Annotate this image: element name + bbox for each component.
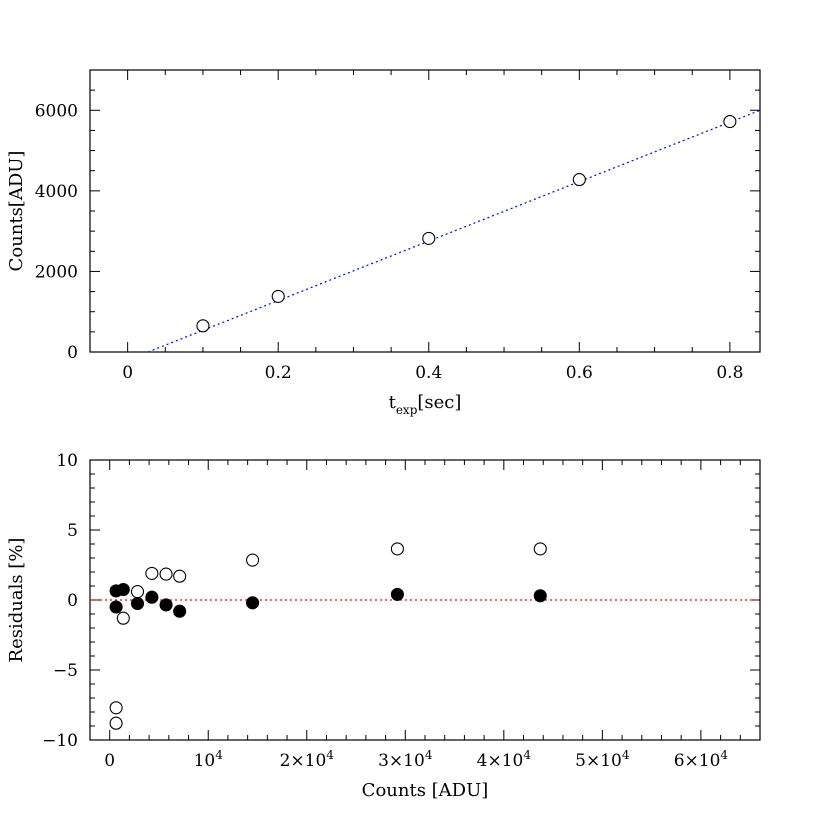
bottom-panel: 0 104 2×104 3×104 4×104 5×104 6×104 −10 −5 0 5 10 Co… [6, 451, 761, 801]
x-tick-label: 0.6 [566, 363, 593, 383]
data-point-filled [390, 587, 404, 601]
fit-line [147, 109, 760, 352]
data-point-open [723, 115, 737, 129]
data-point-open [246, 553, 260, 567]
plot-frame [89, 69, 761, 353]
y-tick-label: −10 [42, 731, 78, 751]
x-tick-label: 104 [194, 748, 224, 771]
data-point-open [109, 716, 123, 730]
data-point-open [196, 319, 210, 333]
y-tick-label: 10 [56, 451, 78, 471]
data-point-open [390, 542, 404, 556]
data-point-filled [109, 600, 123, 614]
x-tick-label: 2×104 [280, 748, 335, 771]
x-tick-label: 0 [122, 363, 133, 383]
data-point-filled [116, 582, 130, 597]
data-point-open [159, 567, 173, 581]
y-tick-label: 0 [67, 343, 78, 363]
data-point-filled [533, 589, 547, 603]
data-point-filled [173, 604, 187, 618]
x-tick-label: 0.4 [415, 363, 442, 383]
x-axis-label: texp[sec] [389, 392, 462, 417]
plot-area [90, 542, 760, 730]
data-point-filled [246, 596, 260, 610]
y-axis-label: Residuals [%] [6, 538, 27, 663]
data-point-open [173, 569, 187, 583]
y-tick-label: 0 [67, 591, 78, 611]
plot-area [147, 109, 760, 352]
x-tick-label: 0.2 [265, 363, 292, 383]
x-tick-label: 3×104 [378, 748, 433, 771]
y-tick-label: 5 [67, 521, 78, 541]
y-tick-label: 4000 [35, 182, 78, 202]
x-tick-label: 6×104 [674, 748, 729, 771]
y-tick-label: 6000 [35, 101, 78, 121]
data-point-open [422, 231, 436, 245]
data-point-open [572, 173, 586, 187]
data-point-filled [130, 596, 145, 611]
data-point-open [109, 701, 123, 715]
data-point-open [145, 566, 159, 580]
data-point-filled [145, 590, 159, 604]
x-tick-label: 0 [104, 751, 115, 771]
x-tick-label: 0.8 [716, 363, 743, 383]
y-tick-label: −5 [53, 661, 78, 681]
data-point-open [116, 611, 130, 625]
x-tick-label: 4×104 [477, 748, 532, 771]
y-tick-label: 2000 [35, 262, 78, 282]
data-point-filled [159, 598, 173, 612]
x-tick-label: 5×104 [575, 748, 630, 771]
top-panel: 0 0.2 0.4 0.6 0.8 0 2000 4000 6000 texp[sec] Count… [6, 69, 761, 417]
data-point-open [130, 585, 145, 599]
data-point-open [271, 289, 285, 303]
x-axis-label: Counts [ADU] [362, 780, 489, 801]
data-point-open [533, 542, 547, 556]
y-axis-label: Counts[ADU] [6, 151, 27, 272]
